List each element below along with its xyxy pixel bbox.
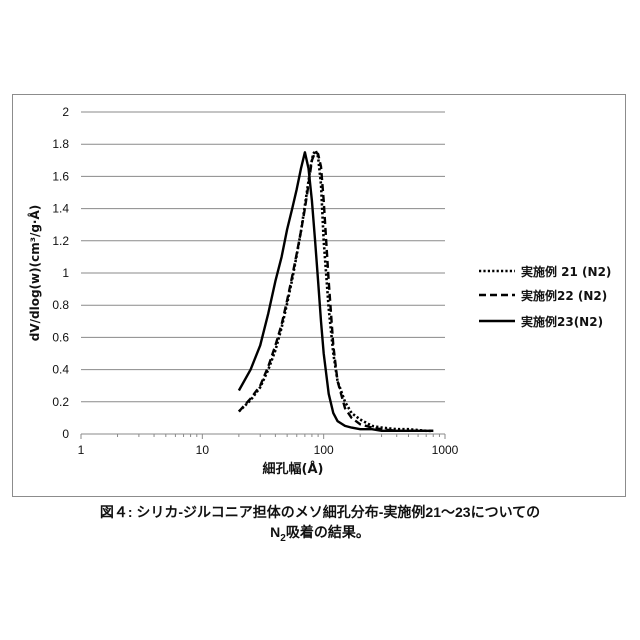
y-tick-label: 1.6 xyxy=(52,169,69,183)
series-line-3 xyxy=(239,152,433,431)
y-tick-label: 0 xyxy=(62,427,69,441)
y-tick-label: 0.8 xyxy=(52,298,69,312)
x-tick-label: 1 xyxy=(78,443,85,457)
legend-label-3: 実施例23(N2) xyxy=(521,314,603,329)
y-tick-label: 0.2 xyxy=(52,395,69,409)
legend-label-1: 実施例 21 (N2) xyxy=(521,264,611,279)
x-tick-label: 10 xyxy=(196,443,210,457)
x-tick-label: 100 xyxy=(314,443,334,457)
series-line-2 xyxy=(239,152,433,431)
legend-label-2: 実施例22 (N2) xyxy=(521,288,607,303)
figure-caption-line2: N2吸着の結果。 xyxy=(0,522,640,544)
caption-rest: 吸着の結果。 xyxy=(286,524,370,540)
y-tick-label: 0.6 xyxy=(52,330,69,344)
y-axis-title: dV/dlog(w)(cm³/g·Å) xyxy=(27,205,42,342)
y-tick-label: 1.8 xyxy=(52,137,69,151)
y-tick-label: 0.4 xyxy=(52,363,69,377)
x-axis-title: 細孔幅(Å) xyxy=(263,461,324,477)
x-tick-label: 1000 xyxy=(432,443,459,457)
chart-frame: 0 0.2 0.4 0.6 0.8 1 1.2 1.4 1.6 1.8 2 1 10 100 1000 細孔幅… xyxy=(12,94,626,497)
caption-n: N xyxy=(270,524,280,540)
y-tick-label: 1 xyxy=(62,266,69,280)
pore-distribution-chart: 0 0.2 0.4 0.6 0.8 1 1.2 1.4 1.6 1.8 2 1 10 100 1000 細孔幅… xyxy=(13,95,625,496)
figure-caption-line1: 図４: シリカ-ジルコニア担体のメソ細孔分布-実施例21～23についての xyxy=(0,502,640,522)
series-line-1 xyxy=(239,151,433,431)
y-tick-label: 1.4 xyxy=(52,202,69,216)
y-tick-label: 1.2 xyxy=(52,234,69,248)
y-tick-label: 2 xyxy=(62,105,69,119)
